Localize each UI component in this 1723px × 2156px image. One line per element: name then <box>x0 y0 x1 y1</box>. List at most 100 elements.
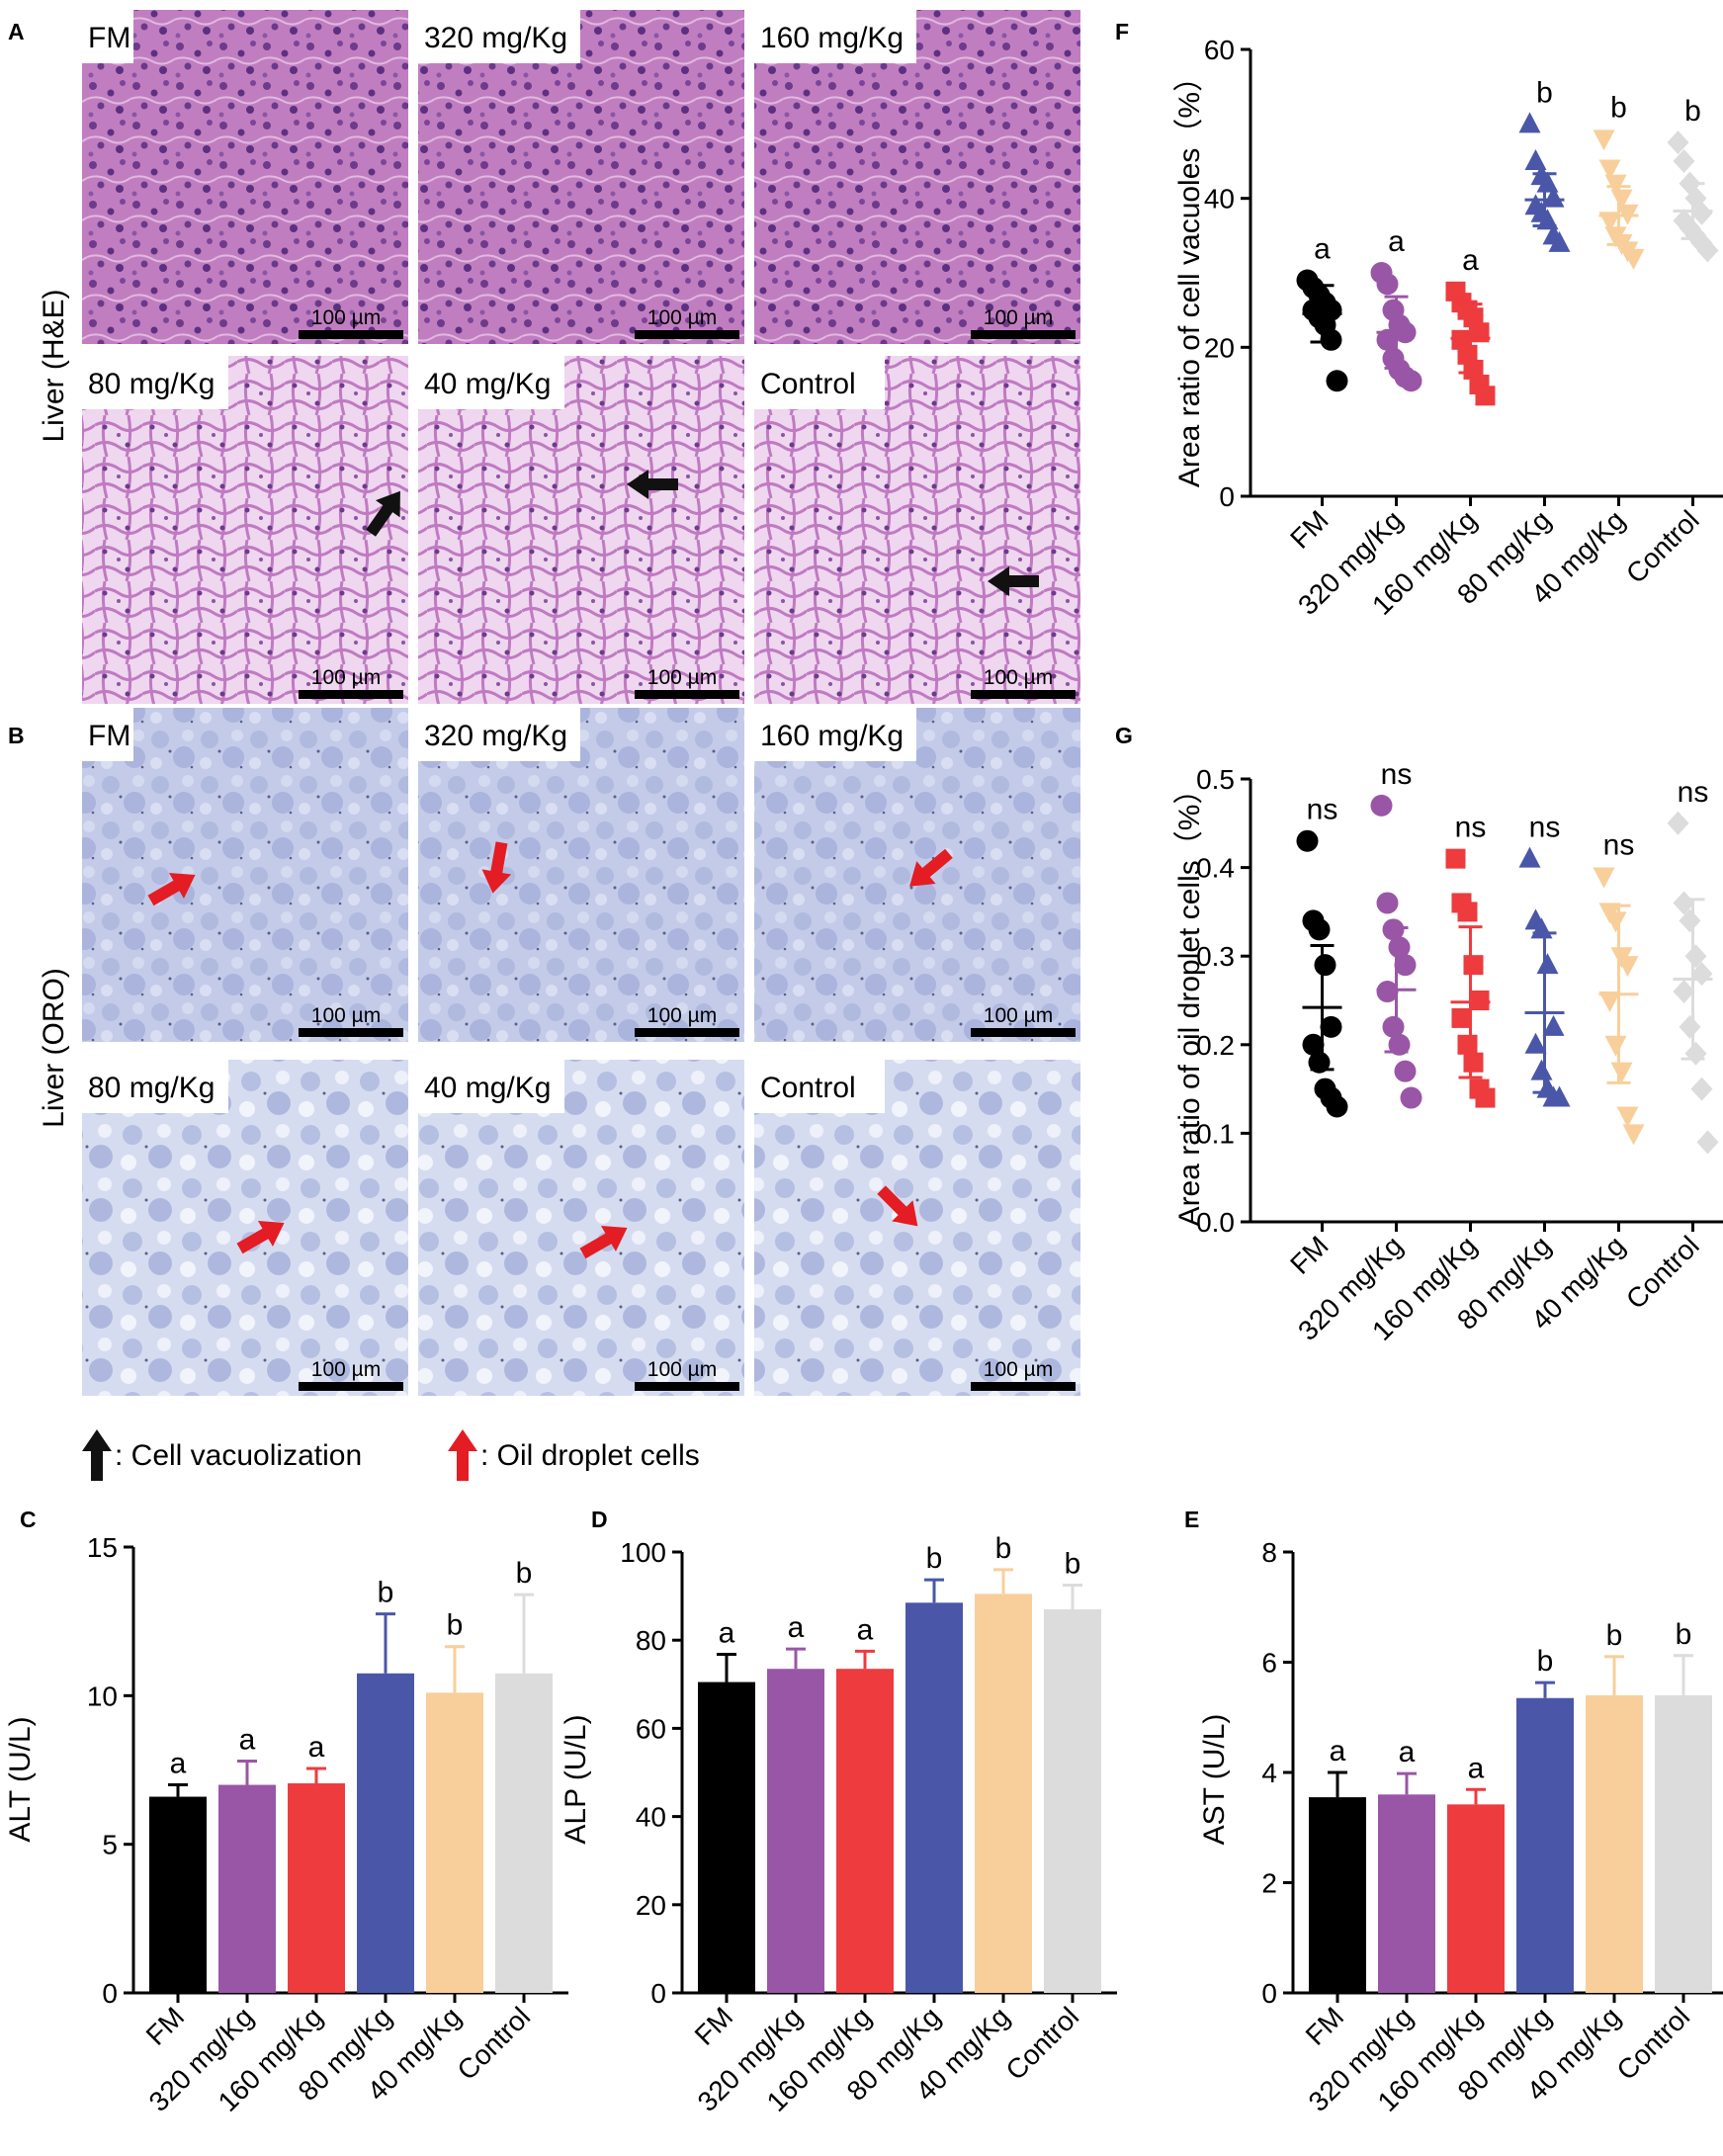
panel-letter-f: F <box>1115 19 1129 44</box>
scale-bar <box>299 1028 403 1037</box>
data-point <box>1684 1041 1707 1066</box>
data-point <box>1518 112 1541 133</box>
y-axis-label: Area ratio of cell vacuoles（%） <box>1173 62 1206 487</box>
data-point <box>1593 129 1615 151</box>
data-point <box>1388 936 1411 959</box>
arrow-vacuolization <box>988 566 1039 596</box>
significance-letter: ns <box>1529 812 1561 844</box>
micrograph-label-box <box>82 356 228 409</box>
significance-letter: b <box>995 1532 1012 1565</box>
y-tick-label: 60 <box>636 1713 666 1744</box>
data-point <box>1610 1062 1633 1083</box>
significance-letter: b <box>1676 1618 1692 1651</box>
y-axis-label: ALT (U/L) <box>4 1716 37 1842</box>
micrograph-he-80-mg-kg: 80 mg/Kg 100 µm <box>82 356 408 704</box>
micrograph-label-box <box>418 10 580 63</box>
scale-bar-label: 100 µm <box>311 1004 381 1027</box>
arrow-oil-droplet <box>877 1185 918 1227</box>
data-point <box>1667 811 1689 835</box>
data-point <box>1463 307 1484 328</box>
x-tick-label: FM <box>1284 504 1335 555</box>
significance-letter: a <box>788 1611 805 1644</box>
legend-red-arrow <box>448 1429 477 1481</box>
y-tick-label: 80 <box>636 1625 666 1656</box>
micrograph-oro-160-mg-kg: 160 mg/Kg 100 µm <box>754 708 1080 1042</box>
data-point <box>1536 171 1559 193</box>
micrograph-oro-40-mg-kg: 40 mg/Kg 100 µm <box>418 1060 744 1396</box>
data-point <box>1598 159 1621 181</box>
scale-bar-label: 100 µm <box>984 1358 1053 1381</box>
scale-bar <box>971 330 1076 339</box>
bar-40-mg-kg <box>426 1692 483 1993</box>
data-point <box>1690 201 1713 225</box>
data-point <box>1370 794 1393 817</box>
arrow-vacuolization-shape <box>627 470 678 499</box>
bar-320-mg-kg <box>218 1784 276 1993</box>
panel-letter-a: A <box>8 19 25 44</box>
data-point <box>1542 1014 1565 1036</box>
micrograph-image <box>754 10 1080 344</box>
micrograph-he-40-mg-kg: 40 mg/Kg 100 µm <box>418 356 744 704</box>
micrograph-label-box <box>754 1060 885 1113</box>
significance-letter: b <box>1606 1619 1623 1652</box>
micrograph-label: Control <box>760 368 856 400</box>
panel-letter-c: C <box>20 1507 37 1532</box>
scale-bar <box>299 330 403 339</box>
arrow-vacuolization <box>627 470 678 499</box>
arrow-oil-droplet-shape <box>481 841 512 894</box>
micrograph-image <box>418 708 744 1042</box>
y-tick-label: 5 <box>102 1830 118 1860</box>
bar-fm <box>1309 1797 1366 1993</box>
significance-letter: ns <box>1307 794 1338 826</box>
micrograph-label: 160 mg/Kg <box>760 720 904 752</box>
data-point <box>1696 238 1719 263</box>
y-tick-label: 0 <box>1261 1978 1277 2009</box>
y-axis-label: ALP (U/L) <box>560 1714 592 1844</box>
micrograph-image <box>82 10 408 344</box>
bar-40-mg-kg <box>1586 1694 1643 1993</box>
y-tick-label: 100 <box>620 1537 666 1568</box>
data-point <box>1376 892 1399 914</box>
y-tick-label: 2 <box>1261 1868 1277 1899</box>
bar-160-mg-kg <box>836 1669 894 1993</box>
micrograph-image <box>754 356 1080 704</box>
y-axis-label: AST (U/L) <box>1198 1714 1231 1846</box>
arrow-oil-droplet-shape <box>236 1221 285 1254</box>
scale-bar <box>971 1028 1076 1037</box>
scale-bar <box>299 1382 403 1391</box>
arrow-vacuolization <box>366 490 400 537</box>
data-point <box>1598 212 1621 233</box>
data-point <box>1679 1014 1701 1039</box>
y-tick-label: 40 <box>636 1802 666 1833</box>
data-point <box>1326 1095 1348 1118</box>
significance-letter: a <box>1468 1752 1485 1784</box>
x-tick-label: Control <box>1620 504 1705 589</box>
bar-control <box>1655 1694 1712 1993</box>
scale-bar <box>635 1028 739 1037</box>
data-point <box>1622 1124 1645 1146</box>
significance-letter: b <box>516 1557 533 1590</box>
data-point <box>1320 1015 1342 1038</box>
y-axis-label: Area ratio of oil droplet cells（%） <box>1173 775 1206 1227</box>
y-tick-label: 0 <box>1219 481 1235 512</box>
micrograph-label: Control <box>760 1072 856 1104</box>
significance-letter: ns <box>1603 829 1635 862</box>
scale-bar <box>971 1382 1076 1391</box>
data-point <box>1457 344 1478 365</box>
data-point <box>1679 908 1701 933</box>
micrograph-label: 40 mg/Kg <box>424 368 551 400</box>
data-point <box>1673 891 1695 915</box>
significance-letter: a <box>1462 244 1479 277</box>
x-tick-label: FM <box>140 2001 191 2051</box>
scale-bar-label: 100 µm <box>647 666 717 689</box>
bar-control <box>495 1673 553 1993</box>
bar-80-mg-kg <box>905 1602 963 1993</box>
data-point <box>1593 867 1615 889</box>
arrow-oil-droplet-shape <box>579 1226 628 1259</box>
bar-320-mg-kg <box>767 1669 824 1993</box>
arrow-legend: : Cell vacuolization: Oil droplet cells <box>82 1429 700 1481</box>
data-point <box>1475 386 1496 406</box>
legend-black-arrow <box>82 1429 112 1481</box>
